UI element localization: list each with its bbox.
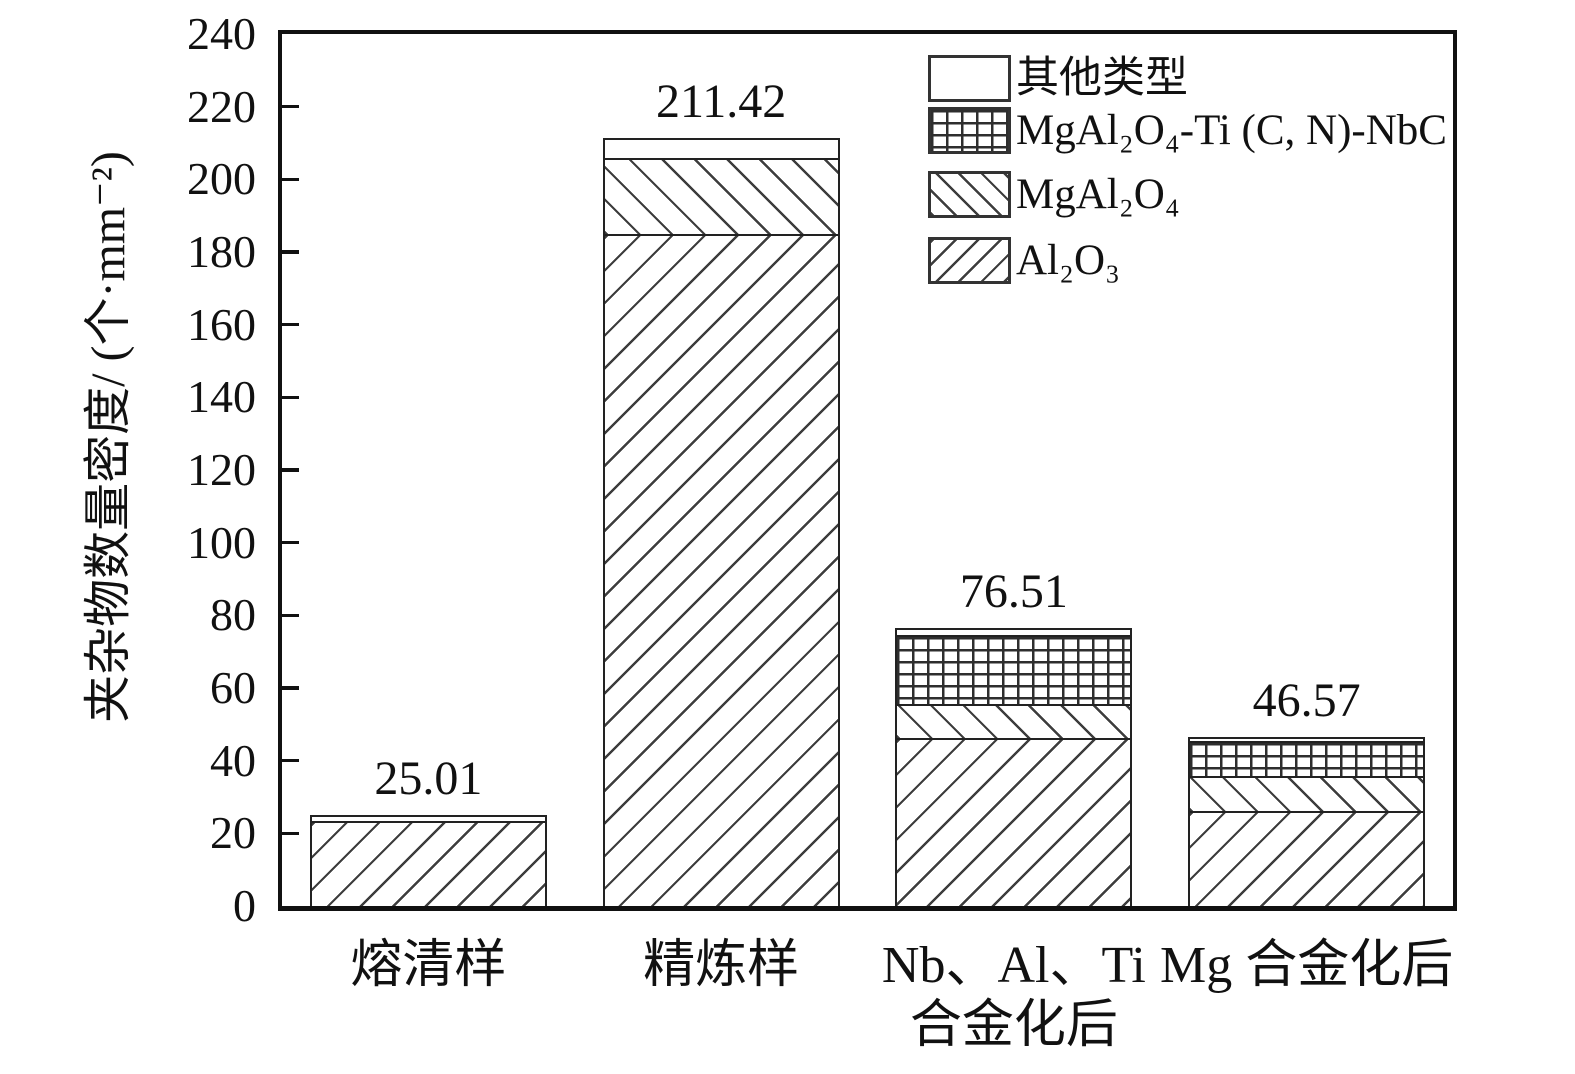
bar-1-segment-mgal2o4: [602, 157, 840, 234]
legend-item: Al₂O₃: [928, 237, 1468, 284]
y-tick-mark: [282, 468, 299, 472]
legend-label: Al₂O₃: [1016, 237, 1121, 284]
bar-3-segment-mgal2o4: [1188, 775, 1426, 811]
y-tick-mark: [282, 322, 299, 327]
bar-1-segment-other: [602, 137, 840, 158]
bar-3-segment-mgal2o4-ticn-nbc: [1188, 740, 1426, 776]
legend-label: MgAl₂O₄-Ti (C, N)-NbC: [1016, 107, 1447, 154]
bar-3-segment-al2o3: [1188, 810, 1426, 906]
y-tick-mark: [282, 177, 299, 182]
x-category-label: Nb、Al、Ti 合金化后: [881, 937, 1146, 1054]
y-tick-label: 220: [187, 80, 256, 132]
y-tick-label: 120: [187, 444, 256, 495]
bar-value-label: 46.57: [1252, 673, 1361, 727]
y-tick-label: 40: [210, 734, 256, 786]
bar-2-segment-mgal2o4: [895, 704, 1133, 738]
y-tick-mark: [282, 831, 299, 836]
y-tick-label: 20: [210, 807, 256, 859]
bar-3-segment-other: [1188, 736, 1426, 741]
y-tick-label: 200: [187, 153, 256, 205]
legend-label: 其他类型: [1016, 55, 1188, 102]
legend-label: MgAl₂O₄: [1016, 171, 1180, 218]
y-tick-label: 100: [187, 516, 256, 568]
bar-0-segment-al2o3: [309, 820, 547, 906]
x-category-label: 熔清样: [350, 937, 507, 994]
bar-value-label: 76.51: [959, 565, 1068, 618]
y-tick-label: 160: [187, 298, 256, 350]
y-tick-label: 180: [187, 226, 256, 277]
y-tick-mark: [282, 104, 299, 109]
y-tick-mark: [282, 395, 299, 400]
y-tick-label: 240: [187, 8, 256, 59]
bar-value-label: 25.01: [374, 752, 483, 806]
legend-item: MgAl₂O₄: [928, 171, 1468, 218]
y-tick-label: 140: [187, 371, 256, 423]
legend-swatch-pat-grid: [928, 107, 1011, 154]
legend-swatch-pat-back: [928, 171, 1011, 218]
bar-0-segment-other: [309, 815, 547, 821]
bar-2-segment-other: [895, 628, 1133, 635]
y-tick-mark: [282, 686, 299, 690]
y-tick-mark: [282, 540, 299, 545]
x-category-label: 精炼样: [643, 937, 800, 994]
y-tick-mark: [282, 250, 299, 254]
legend-swatch-pat-plain: [928, 55, 1011, 102]
plot-area: [278, 30, 1457, 911]
bar-2-segment-mgal2o4-ticn-nbc: [895, 634, 1133, 704]
y-tick-mark: [282, 613, 299, 618]
y-tick-label: 60: [210, 662, 256, 713]
y-tick-label: 80: [210, 589, 256, 641]
y-tick-mark: [282, 758, 299, 763]
bar-1-segment-al2o3: [602, 233, 840, 906]
x-category-label: Mg 合金化后: [1160, 937, 1454, 994]
legend: 其他类型 MgAl₂O₄-Ti (C, N)-NbC MgAl₂O₄ Al₂O₃: [928, 55, 1468, 335]
y-tick-label: 0: [233, 880, 256, 931]
legend-item: MgAl₂O₄-Ti (C, N)-NbC: [928, 107, 1468, 154]
bar-value-label: 211.42: [656, 74, 787, 128]
legend-item: 其他类型: [928, 55, 1468, 102]
bar-2-segment-al2o3: [895, 737, 1133, 906]
legend-swatch-pat-forward: [928, 237, 1011, 284]
